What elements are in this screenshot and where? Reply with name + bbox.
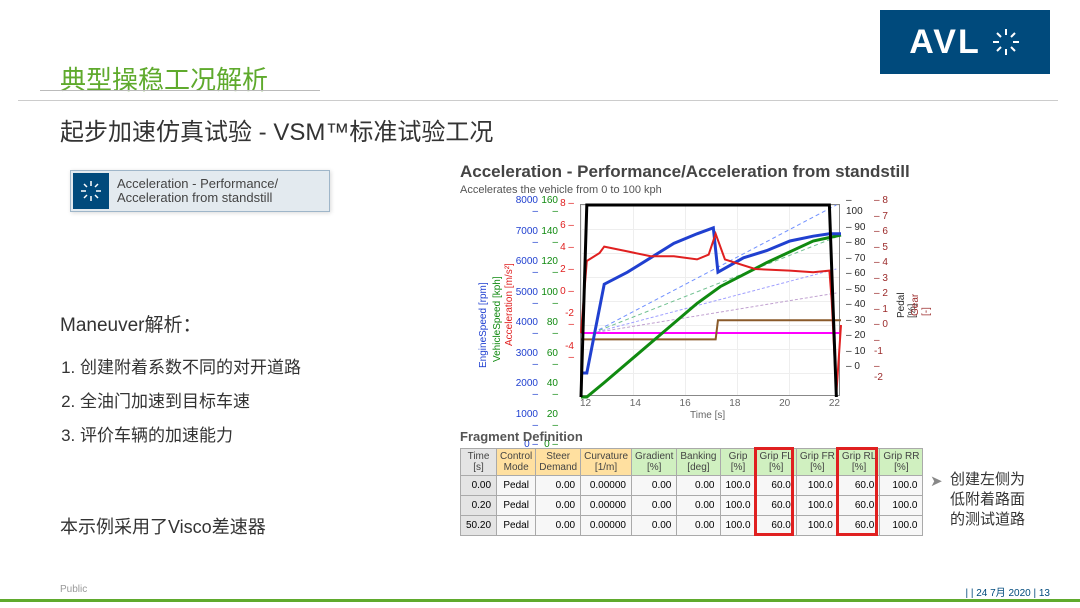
xaxis-label: Time [s] xyxy=(690,410,725,421)
note-line: 创建左侧为 xyxy=(950,471,1025,488)
note-line: 低附着路面 xyxy=(950,491,1025,508)
yaxis-pedal-ticks: – 100– 90– 80– 70– 60– 50– 40– 30– 20– 1… xyxy=(846,195,868,377)
task-text: Acceleration - Performance/ Acceleration… xyxy=(117,177,278,205)
fragment-table: Time[s]ControlModeSteerDemandCurvature[1… xyxy=(460,448,923,536)
maneuver-heading: Maneuver解析： xyxy=(60,310,420,337)
list-item: 全油门加速到目标车速 xyxy=(80,385,420,419)
visco-note: 本示例采用了Visco差速器 xyxy=(60,513,420,539)
list-item: 创建附着系数不同的对开道路 xyxy=(80,351,420,385)
yaxis-gear-ticks: – 8– 7– 6– 5– 4– 3– 2– 1– 0– -1– -2 xyxy=(874,195,888,388)
chart: 8 –6 –4 –2 –0 –-2 –-4 – 160 –140 –120 –1… xyxy=(460,198,910,418)
logo-mark-icon xyxy=(991,27,1021,57)
xaxis-ticks: 121416182022 xyxy=(580,398,840,409)
left-column: Maneuver解析： 创建附着系数不同的对开道路 全油门加速到目标车速 评价车… xyxy=(60,310,420,539)
maneuver-list: 创建附着系数不同的对开道路 全油门加速到目标车速 评价车辆的加速能力 xyxy=(80,351,420,453)
divider xyxy=(18,100,1058,101)
title-underline xyxy=(40,90,320,91)
yaxis-vehicle-label: VehicleSpeed [kph] xyxy=(492,276,503,362)
main-title: 典型操稳工况解析 xyxy=(60,60,268,97)
right-annotation: ➤ 创建左侧为 低附着路面 的测试道路 xyxy=(950,470,1060,530)
chart-subtitle: Accelerates the vehicle from 0 to 100 kp… xyxy=(460,184,662,196)
task-badge: Acceleration - Performance/ Acceleration… xyxy=(70,170,330,212)
yaxis-vehicle-ticks: 160 –140 –120 –100 –80 –60 –40 –20 –0 – xyxy=(540,195,558,459)
note-line: 的测试道路 xyxy=(950,511,1025,528)
arrow-icon: ➤ xyxy=(930,472,943,492)
task-line1: Acceleration - Performance/ xyxy=(117,177,278,191)
fragment-title: Fragment Definition xyxy=(460,429,583,444)
footer-classification: Public xyxy=(60,584,87,595)
logo-text: AVL xyxy=(909,23,980,62)
footer-page: | | 24 7月 2020 | 13 xyxy=(965,584,1050,599)
yaxis-accel-ticks: 8 –6 –4 –2 –0 –-2 –-4 – xyxy=(560,198,574,374)
list-item: 评价车辆的加速能力 xyxy=(80,419,420,453)
chart-plot xyxy=(580,204,840,396)
subtitle: 起步加速仿真试验 - VSM™标准试验工况 xyxy=(60,112,493,147)
yaxis-engine-label: EngineSpeed [rpm] xyxy=(478,282,489,368)
footer: Public | | 24 7月 2020 | 13 xyxy=(0,584,1080,602)
task-line2: Acceleration from standstill xyxy=(117,191,278,205)
yaxis-accel-label: Acceleration [m/s²] xyxy=(504,263,515,346)
avl-logo: AVL xyxy=(880,10,1050,74)
task-icon xyxy=(73,173,109,209)
yaxis-gear-label: Gear [-] xyxy=(910,294,932,316)
chart-title: Acceleration - Performance/Acceleration … xyxy=(460,162,910,182)
